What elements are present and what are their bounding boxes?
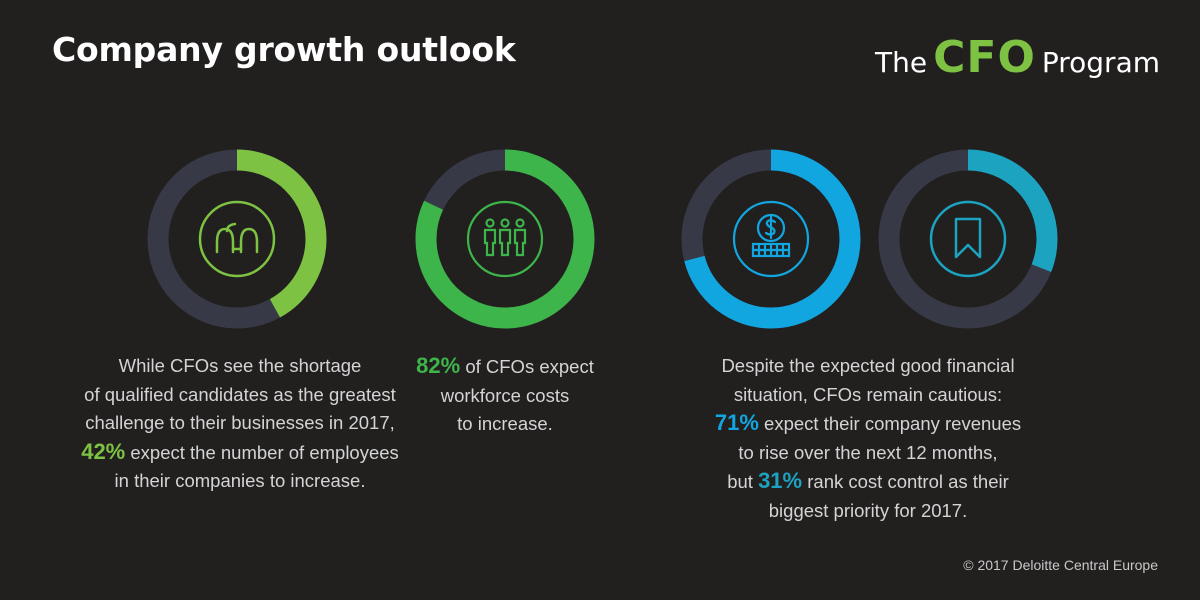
caption-employees: While CFOs see the shortage of qualified… (40, 352, 440, 496)
copyright-text: © 2017 Deloitte Central Europe (963, 557, 1158, 573)
caption-text: of CFOs expect (460, 356, 594, 377)
caption-line: 71% expect their company revenues (668, 409, 1068, 439)
caption-text: expect their company revenues (758, 413, 1022, 434)
percent-82: 82% (416, 353, 461, 378)
donut-chart-71 (681, 149, 861, 329)
workforce-icon (466, 200, 544, 278)
caption-line: 42% expect the number of employees (40, 438, 440, 468)
caption-line: situation, CFOs remain cautious: (733, 383, 1003, 405)
caption-text: rank cost control as their (802, 471, 1009, 492)
caption-line: challenge to their businesses in 2017, (85, 412, 395, 433)
caption-line: workforce costs (440, 384, 570, 406)
percent-31: 31% (758, 468, 803, 493)
donut-svg (878, 149, 1058, 329)
percent-42: 42% (81, 438, 126, 464)
donut-chart-31 (878, 149, 1058, 329)
donut-svg (147, 149, 327, 329)
bookmark-icon (929, 200, 1007, 278)
percent-71: 71% (714, 410, 759, 435)
donut-arc-42 (147, 149, 327, 329)
caption-workforce: 82% of CFOs expect workforce costs to in… (395, 352, 615, 439)
caption-text: but (727, 471, 759, 492)
caption-line: Despite the expected good financial (721, 355, 1015, 376)
caption-line: While CFOs see the shortage (118, 355, 362, 376)
caption-line: to rise over the next 12 months, (738, 441, 998, 463)
caption-line: to increase. (457, 413, 553, 434)
logo-cfo: CFO (933, 32, 1036, 83)
donut-svg (415, 149, 595, 329)
donut-svg (681, 149, 861, 329)
caption-line: but 31% rank cost control as their (668, 467, 1068, 497)
donut-chart-82 (415, 149, 595, 329)
logo-program: Program (1041, 46, 1160, 79)
donut-arc-82 (415, 149, 595, 329)
caption-revenues: Despite the expected good financial situ… (668, 352, 1068, 525)
caption-line: 82% of CFOs expect (395, 352, 615, 382)
donut-arc-31 (878, 149, 1058, 329)
donut-arc-71 (681, 149, 861, 329)
people-icon (198, 200, 276, 278)
logo-the: The (875, 46, 928, 79)
caption-line: in their companies to increase. (114, 470, 366, 491)
caption-line: of qualified candidates as the greatest (84, 383, 396, 405)
cfo-program-logo: The CFO Program (875, 32, 1160, 83)
caption-text: expect the number of employees (125, 441, 399, 463)
caption-line: biggest priority for 2017. (768, 499, 968, 521)
page-title: Company growth outlook (52, 30, 516, 69)
dollar-coins-icon (732, 200, 810, 278)
donut-chart-42 (147, 149, 327, 329)
